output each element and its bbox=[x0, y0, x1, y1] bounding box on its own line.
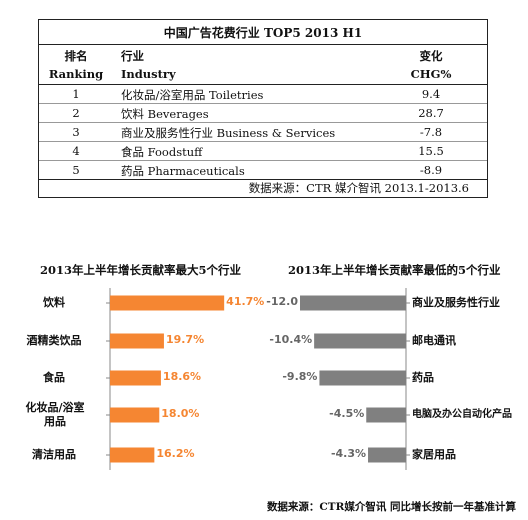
table-divider bbox=[39, 103, 487, 104]
table-cell-change: -7.8 bbox=[419, 125, 443, 139]
header-industry-en: Industry bbox=[121, 67, 176, 81]
left-category-label: 化妆品/浴室用品 bbox=[25, 401, 85, 428]
left-bar bbox=[110, 295, 225, 311]
top5-industry-table: 中国广告花费行业 TOP5 2013 H1 排名 行业 变化 Ranking I… bbox=[38, 19, 488, 198]
table-source: 数据来源：CTR 媒介智讯 2013.1-2013.6 bbox=[248, 181, 469, 195]
left-bar bbox=[110, 407, 160, 423]
table-divider bbox=[39, 122, 487, 123]
table-cell-industry: 药品 Pharmaceuticals bbox=[121, 164, 245, 178]
right-bar bbox=[314, 333, 406, 349]
left-bar-value-label: 19.7% bbox=[165, 333, 205, 346]
table-cell-industry: 化妆品/浴室用品 Toiletries bbox=[121, 88, 264, 102]
table-divider bbox=[39, 44, 487, 45]
right-bar bbox=[319, 370, 406, 386]
left-chart-title: 2013年上半年增长贡献率最大5个行业 bbox=[40, 263, 242, 277]
table-cell-rank: 1 bbox=[72, 87, 80, 101]
table-cell-change: 28.7 bbox=[418, 106, 444, 120]
left-category-label: 食品 bbox=[43, 371, 65, 384]
right-bar bbox=[300, 295, 406, 311]
table-cell-change: 15.5 bbox=[418, 144, 444, 158]
table-cell-industry: 饮料 Beverages bbox=[121, 107, 209, 121]
right-category-label: 药品 bbox=[412, 371, 434, 384]
right-category-label: 电脑及办公自动化产品 bbox=[412, 409, 512, 420]
right-bar bbox=[366, 407, 406, 423]
header-rank-en: Ranking bbox=[48, 67, 104, 81]
table-cell-industry: 食品 Foodstuff bbox=[121, 145, 203, 159]
header-change-cn: 变化 bbox=[419, 49, 443, 63]
left-bar-value-label: 18.0% bbox=[161, 407, 200, 420]
table-title: 中国广告花费行业 TOP5 2013 H1 bbox=[163, 26, 363, 40]
left-bar bbox=[110, 333, 164, 349]
left-category-label: 酒精类饮品 bbox=[26, 334, 82, 347]
table-cell-rank: 5 bbox=[72, 163, 80, 177]
left-bar-value-label: 16.2% bbox=[156, 447, 195, 460]
table-cell-change: 9.4 bbox=[421, 87, 441, 101]
right-category-label: 商业及服务性行业 bbox=[412, 296, 500, 309]
left-category-label: 饮料 bbox=[43, 296, 65, 309]
right-bar-value-label: -10.4% bbox=[269, 333, 313, 346]
table-divider bbox=[39, 84, 487, 85]
table-cell-rank: 2 bbox=[72, 106, 80, 120]
right-bar-value-label: -12.0 bbox=[266, 295, 298, 308]
right-bar-value-label: -4.3% bbox=[330, 447, 367, 460]
table-divider bbox=[39, 179, 487, 180]
right-chart-title: 2013年上半年增长贡献率最低的5个行业 bbox=[288, 263, 501, 277]
left-category-label: 清洁用品 bbox=[32, 448, 76, 461]
table-divider bbox=[39, 160, 487, 161]
footer-source: 数据来源：CTR媒介智讯 同比增长按前一年基准计算 bbox=[266, 501, 516, 513]
right-category-label: 家居用品 bbox=[412, 448, 456, 461]
table-cell-rank: 3 bbox=[72, 125, 80, 139]
left-bar bbox=[110, 447, 155, 463]
header-change-en: CHG% bbox=[410, 67, 452, 81]
left-bar bbox=[110, 370, 161, 386]
right-bar bbox=[368, 447, 406, 463]
right-bar-value-label: -4.5% bbox=[329, 407, 365, 420]
header-rank-cn: 排名 bbox=[64, 49, 88, 63]
table-cell-rank: 4 bbox=[72, 144, 80, 158]
header-industry-cn: 行业 bbox=[121, 49, 144, 63]
left-bar-value-label: 18.6% bbox=[162, 370, 202, 383]
table-cell-change: -8.9 bbox=[419, 163, 443, 177]
table-cell-industry: 商业及服务性行业 Business & Services bbox=[121, 126, 336, 140]
right-bar-value-label: -9.8% bbox=[282, 370, 318, 383]
left-bar-value-label: 41.7% bbox=[226, 295, 265, 308]
right-category-label: 邮电通讯 bbox=[412, 334, 456, 347]
table-divider bbox=[39, 141, 487, 142]
